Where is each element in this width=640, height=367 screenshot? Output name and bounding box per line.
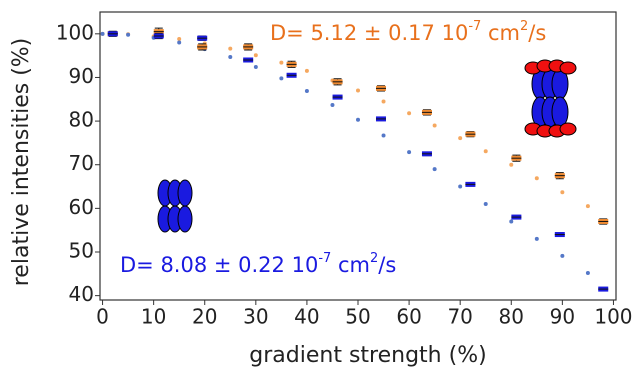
- x-tick-label: 20: [192, 305, 217, 329]
- y-tick-label: 70: [69, 151, 94, 175]
- superscript: 2: [520, 19, 528, 34]
- fit-point: [356, 117, 360, 122]
- fit-point: [432, 123, 437, 128]
- fit-point: [177, 40, 182, 45]
- annotation-part: D= 5.12 ± 0.17 10: [270, 21, 468, 45]
- fit-point: [228, 46, 233, 51]
- fit-point: [483, 149, 488, 154]
- fit-point: [534, 236, 539, 241]
- x-tick-label: 0: [96, 305, 109, 329]
- fit-point: [458, 136, 463, 141]
- fit-point: [381, 133, 386, 138]
- fit-point: [432, 167, 437, 172]
- y-tick-label: 50: [69, 239, 94, 263]
- x-axis-label: gradient strength (%): [249, 343, 486, 367]
- annotation-part: /s: [528, 21, 546, 45]
- annotation: D= 5.12 ± 0.17 10-7 cm2/s: [270, 19, 546, 45]
- superscript: 2: [370, 251, 378, 266]
- x-tick-label: 50: [345, 305, 370, 329]
- fit-point: [381, 99, 386, 104]
- fit-point: [407, 111, 412, 116]
- y-tick-label: 60: [69, 195, 94, 219]
- superscript: -7: [468, 19, 481, 34]
- y-tick-label: 80: [69, 108, 94, 132]
- fit-point: [253, 64, 258, 69]
- x-tick-label: 80: [499, 305, 524, 329]
- fit-point: [509, 162, 514, 167]
- annotation-part: /s: [378, 253, 396, 277]
- superscript: -7: [318, 251, 331, 266]
- annotation-part: cm: [331, 253, 370, 277]
- fit-point: [330, 102, 335, 107]
- complex-icon: [524, 59, 577, 138]
- fit-point: [560, 190, 565, 195]
- annotation-part: D= 8.08 ± 0.22 10: [120, 253, 318, 277]
- fit-point: [228, 54, 233, 59]
- fit-point: [279, 76, 284, 81]
- fit-point: [100, 31, 105, 36]
- fit-point: [177, 37, 182, 42]
- tetramer-icon: [157, 179, 193, 233]
- y-tick-label: 90: [69, 64, 94, 88]
- x-tick-label: 70: [447, 305, 472, 329]
- fit-point: [304, 88, 309, 93]
- x-tick-label: 60: [396, 305, 421, 329]
- fit-point: [304, 68, 309, 73]
- x-tick-label: 10: [141, 305, 166, 329]
- y-tick-label: 40: [69, 282, 94, 306]
- y-axis-label: relative intensities (%): [9, 38, 34, 287]
- fit-point: [534, 176, 539, 181]
- fit-point: [407, 150, 412, 155]
- fit-point: [458, 184, 463, 189]
- fit-point: [560, 253, 565, 258]
- x-tick-label: 40: [294, 305, 319, 329]
- x-tick-label: 100: [594, 305, 632, 329]
- x-tick-label: 30: [243, 305, 268, 329]
- fit-point: [585, 270, 590, 275]
- y-tick-label: 100: [56, 20, 94, 44]
- x-tick-label: 90: [550, 305, 575, 329]
- fit-point: [585, 204, 590, 209]
- fit-point: [253, 53, 258, 58]
- fit-point: [483, 202, 488, 206]
- fit-point: [356, 88, 360, 93]
- fit-point: [279, 60, 284, 65]
- fit-point: [509, 219, 514, 224]
- fit-point: [126, 32, 131, 37]
- annotation: D= 8.08 ± 0.22 10-7 cm2/s: [120, 251, 396, 277]
- annotation-part: cm: [481, 21, 520, 45]
